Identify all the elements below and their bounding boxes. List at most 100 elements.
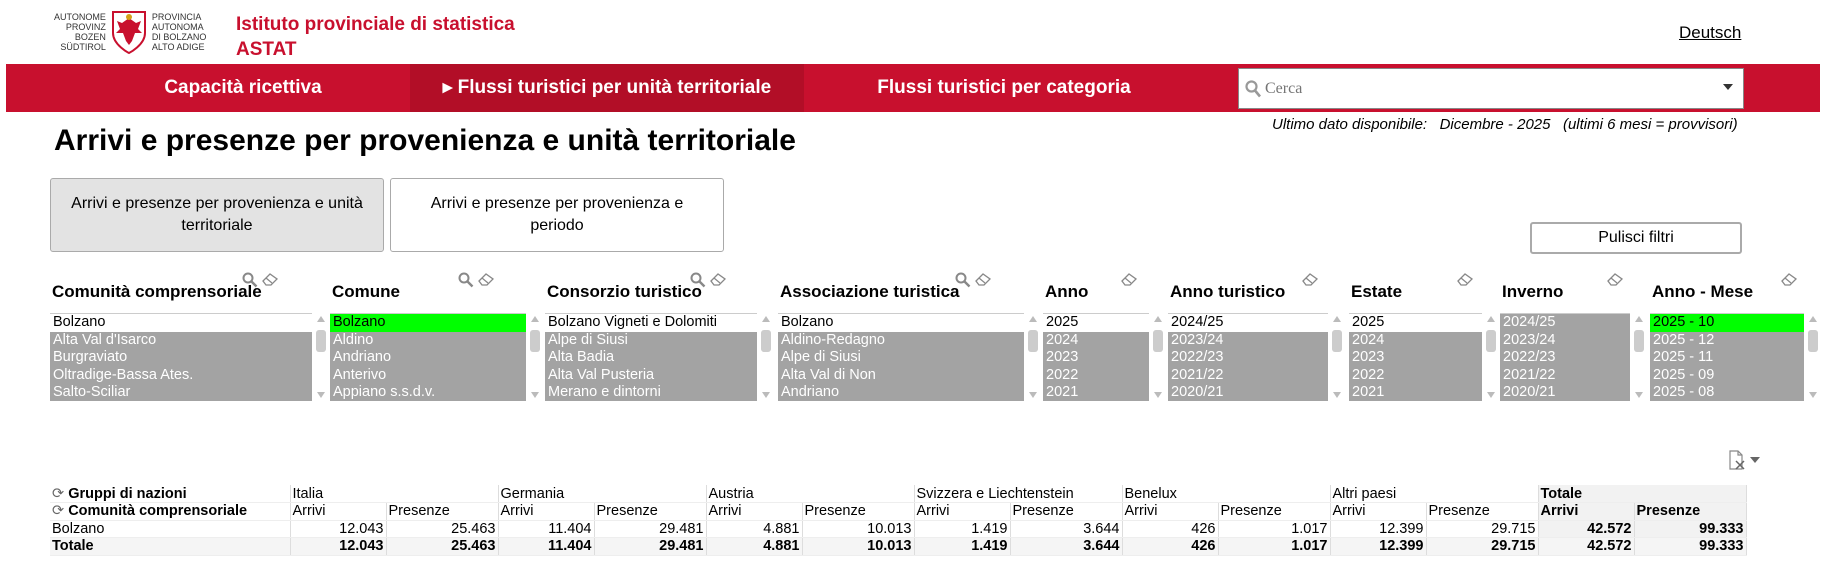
eraser-icon[interactable]	[1780, 272, 1798, 291]
listbox-item[interactable]: 2023	[1349, 349, 1482, 367]
scroll-up-icon[interactable]	[1635, 316, 1643, 322]
scroll-down-icon[interactable]	[531, 392, 539, 398]
pivot-dim-nations[interactable]: ⟳ Gruppi di nazioni	[50, 485, 291, 503]
scroll-up-icon[interactable]	[762, 316, 770, 322]
scroll-thumb[interactable]	[316, 330, 326, 352]
listbox-item[interactable]: 2025 - 08	[1650, 384, 1804, 401]
filter-listbox[interactable]: Bolzano Aldino Andriano Anterivo Appiano s.s…	[330, 313, 526, 401]
listbox-item[interactable]: 2025 - 09	[1650, 366, 1804, 384]
eraser-icon[interactable]	[261, 272, 279, 293]
scroll-thumb[interactable]	[1634, 330, 1644, 352]
eraser-icon[interactable]	[1606, 272, 1624, 291]
listbox-scrollbar[interactable]	[314, 313, 328, 401]
listbox-item[interactable]: Andriano	[330, 349, 526, 367]
filter-listbox[interactable]: Bolzano Aldino-Redagno Alpe di Siusi Alta V…	[778, 313, 1024, 401]
clear-filters-button[interactable]: Pulisci filtri	[1530, 222, 1742, 254]
eraser-icon[interactable]	[974, 272, 992, 293]
listbox-item[interactable]: 2023	[1043, 349, 1149, 367]
listbox-item[interactable]: 2022/23	[1168, 349, 1328, 367]
nav-item-flussi-categoria[interactable]: Flussi turistici per categoria	[877, 77, 1131, 98]
listbox-item[interactable]: 2025	[1349, 314, 1482, 332]
listbox-item[interactable]: 2023/24	[1500, 331, 1630, 349]
scroll-up-icon[interactable]	[1029, 316, 1037, 322]
filter-listbox[interactable]: 2024/25 2023/24 2022/23 2021/22 2020/21	[1500, 313, 1630, 401]
listbox-item[interactable]: 2024	[1349, 331, 1482, 349]
listbox-item[interactable]: Bolzano	[330, 314, 526, 332]
listbox-item[interactable]: 2021	[1349, 384, 1482, 401]
scroll-thumb[interactable]	[1486, 330, 1496, 352]
eraser-icon[interactable]	[709, 272, 727, 293]
language-switch-link[interactable]: Deutsch	[1679, 23, 1742, 42]
scroll-down-icon[interactable]	[1154, 392, 1162, 398]
scroll-thumb[interactable]	[530, 330, 540, 352]
scroll-thumb[interactable]	[1153, 330, 1163, 352]
listbox-scrollbar[interactable]	[1026, 313, 1040, 401]
scroll-thumb[interactable]	[761, 330, 771, 352]
scroll-up-icon[interactable]	[317, 316, 325, 322]
filter-listbox[interactable]: Bolzano Alta Val d'Isarco Burgraviato Oltra…	[50, 313, 312, 401]
scroll-down-icon[interactable]	[1487, 392, 1495, 398]
listbox-item[interactable]: Merano e dintorni	[545, 384, 757, 401]
listbox-scrollbar[interactable]	[1151, 313, 1165, 401]
listbox-item[interactable]: Salto-Sciliar	[50, 384, 312, 401]
listbox-item[interactable]: Aldino	[330, 331, 526, 349]
listbox-item[interactable]: Alta Val d'Isarco	[50, 331, 312, 349]
listbox-item[interactable]: Alta Val di Non	[778, 366, 1024, 384]
listbox-item[interactable]: Burgraviato	[50, 349, 312, 367]
listbox-item[interactable]: Bolzano	[778, 314, 1024, 332]
listbox-item[interactable]: Alta Badia	[545, 349, 757, 367]
search-icon[interactable]	[242, 272, 258, 293]
listbox-item[interactable]: 2024/25	[1500, 314, 1630, 332]
scroll-thumb[interactable]	[1028, 330, 1038, 352]
nav-item-capacita[interactable]: Capacità ricettiva	[164, 77, 322, 98]
listbox-item[interactable]: 2025 - 11	[1650, 349, 1804, 367]
listbox-item[interactable]: 2023/24	[1168, 331, 1328, 349]
listbox-scrollbar[interactable]	[528, 313, 542, 401]
search-icon[interactable]	[690, 272, 706, 293]
listbox-item[interactable]: Alta Val Pusteria	[545, 366, 757, 384]
listbox-item[interactable]: 2025	[1043, 314, 1149, 332]
chevron-down-icon[interactable]	[1750, 456, 1760, 464]
scroll-down-icon[interactable]	[1809, 392, 1817, 398]
scroll-up-icon[interactable]	[531, 316, 539, 322]
eraser-icon[interactable]	[477, 272, 495, 293]
search-icon[interactable]	[955, 272, 971, 293]
listbox-scrollbar[interactable]	[1330, 313, 1344, 401]
listbox-item[interactable]: Appiano s.s.d.v.	[330, 384, 526, 401]
listbox-item[interactable]: 2020/21	[1168, 384, 1328, 401]
export-excel-icon[interactable]	[1728, 450, 1746, 470]
scroll-down-icon[interactable]	[1029, 392, 1037, 398]
search-box[interactable]	[1238, 68, 1744, 109]
listbox-scrollbar[interactable]	[1484, 313, 1498, 401]
filter-listbox[interactable]: 2025 - 10 2025 - 12 2025 - 11 2025 - 09 2025…	[1650, 313, 1804, 401]
eraser-icon[interactable]	[1301, 272, 1319, 291]
refresh-icon[interactable]: ⟳	[52, 503, 65, 520]
filter-listbox[interactable]: 2025 2024 2023 2022 2021	[1043, 313, 1149, 401]
listbox-item[interactable]: 2025 - 12	[1650, 331, 1804, 349]
scroll-up-icon[interactable]	[1487, 316, 1495, 322]
scroll-up-icon[interactable]	[1333, 316, 1341, 322]
scroll-thumb[interactable]	[1332, 330, 1342, 352]
pivot-dim-comunita[interactable]: ⟳ Comunità comprensoriale	[50, 502, 291, 521]
scroll-down-icon[interactable]	[1333, 392, 1341, 398]
search-input[interactable]	[1265, 69, 1705, 108]
listbox-item[interactable]: 2021	[1043, 384, 1149, 401]
search-icon[interactable]	[458, 272, 474, 293]
listbox-item[interactable]: 2021/22	[1168, 366, 1328, 384]
scroll-thumb[interactable]	[1808, 330, 1818, 352]
province-logo[interactable]: AUTONOME PROVINZ BOZEN SÜDTIROL PROVINCIA A…	[54, 6, 229, 58]
eraser-icon[interactable]	[1456, 272, 1474, 291]
listbox-item[interactable]: 2021/22	[1500, 366, 1630, 384]
listbox-item[interactable]: 2022	[1043, 366, 1149, 384]
listbox-item[interactable]: 2020/21	[1500, 384, 1630, 401]
scroll-down-icon[interactable]	[317, 392, 325, 398]
listbox-item[interactable]: 2022/23	[1500, 349, 1630, 367]
export-menu[interactable]	[1728, 450, 1760, 470]
listbox-item[interactable]: Alpe di Siusi	[778, 349, 1024, 367]
scroll-up-icon[interactable]	[1154, 316, 1162, 322]
refresh-icon[interactable]: ⟳	[52, 485, 65, 502]
listbox-scrollbar[interactable]	[1632, 313, 1646, 401]
listbox-item[interactable]: 2024/25	[1168, 314, 1328, 332]
listbox-item[interactable]: Bolzano Vigneti e Dolomiti	[545, 314, 757, 332]
eraser-icon[interactable]	[1120, 272, 1138, 291]
